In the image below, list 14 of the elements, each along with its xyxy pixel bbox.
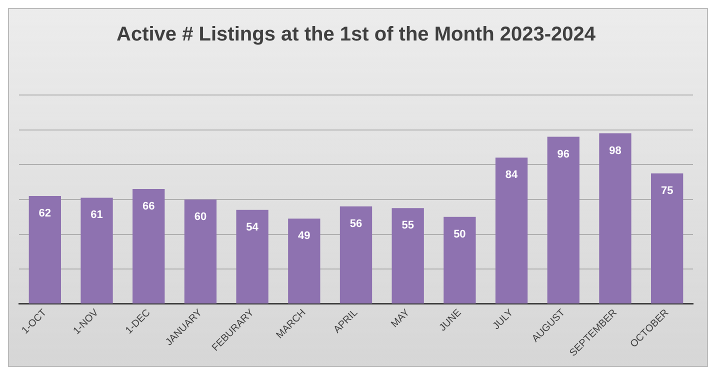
chart-title: Active # Listings at the 1st of the Month 2023-2024 xyxy=(116,24,596,46)
data-label: 54 xyxy=(246,221,260,234)
data-label: 84 xyxy=(505,169,519,182)
data-label: 50 xyxy=(454,228,466,240)
data-label: 60 xyxy=(194,210,207,223)
data-label: 75 xyxy=(660,184,674,197)
data-label: 96 xyxy=(557,148,570,160)
data-label: 61 xyxy=(90,209,103,222)
data-label: 55 xyxy=(402,220,414,232)
data-label: 98 xyxy=(609,144,622,157)
data-label: 66 xyxy=(142,200,155,213)
data-label: 56 xyxy=(350,218,362,230)
data-label: 62 xyxy=(38,208,52,220)
data-label: 49 xyxy=(298,230,310,242)
